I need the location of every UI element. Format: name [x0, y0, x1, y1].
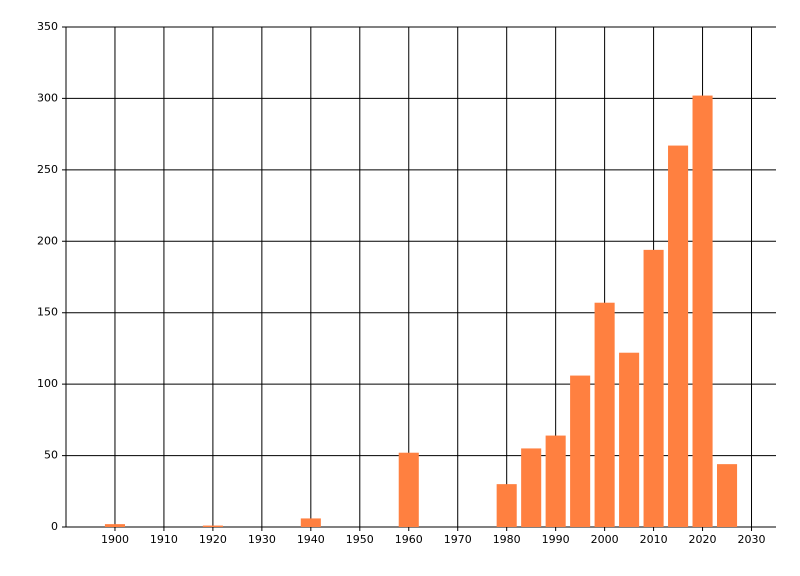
bar — [496, 484, 517, 527]
x-tick-label: 1940 — [297, 533, 325, 546]
y-tick-label: 200 — [37, 234, 58, 247]
bar — [594, 302, 615, 527]
bar — [716, 464, 738, 527]
bar — [643, 249, 664, 527]
bar — [570, 375, 591, 527]
x-tick-label: 1970 — [444, 533, 472, 546]
bar — [300, 518, 321, 527]
x-tick-label: 1950 — [346, 533, 374, 546]
bar — [668, 145, 689, 528]
bar — [202, 525, 223, 527]
x-tick-label: 2020 — [689, 533, 717, 546]
y-tick-label: 350 — [37, 20, 58, 33]
y-tick-label: 100 — [37, 377, 58, 390]
y-tick-label: 50 — [44, 449, 58, 462]
bar — [104, 524, 126, 527]
bar — [521, 448, 542, 527]
x-tick-label: 2010 — [640, 533, 668, 546]
x-tick-label: 2030 — [738, 533, 766, 546]
x-tick-label: 1930 — [248, 533, 276, 546]
bar — [692, 95, 713, 528]
x-tick-label: 1900 — [101, 533, 129, 546]
bar — [619, 352, 640, 527]
x-tick-label: 1910 — [150, 533, 178, 546]
y-tick-label: 0 — [51, 520, 58, 533]
bar — [398, 452, 419, 527]
y-tick-label: 250 — [37, 163, 58, 176]
x-tick-label: 1960 — [395, 533, 423, 546]
y-tick-label: 300 — [37, 91, 58, 104]
x-tick-label: 1920 — [199, 533, 227, 546]
x-tick-label: 2000 — [591, 533, 619, 546]
x-tick-label: 1990 — [542, 533, 570, 546]
bar — [545, 435, 566, 527]
y-tick-label: 150 — [37, 306, 58, 319]
x-tick-label: 1980 — [493, 533, 521, 546]
